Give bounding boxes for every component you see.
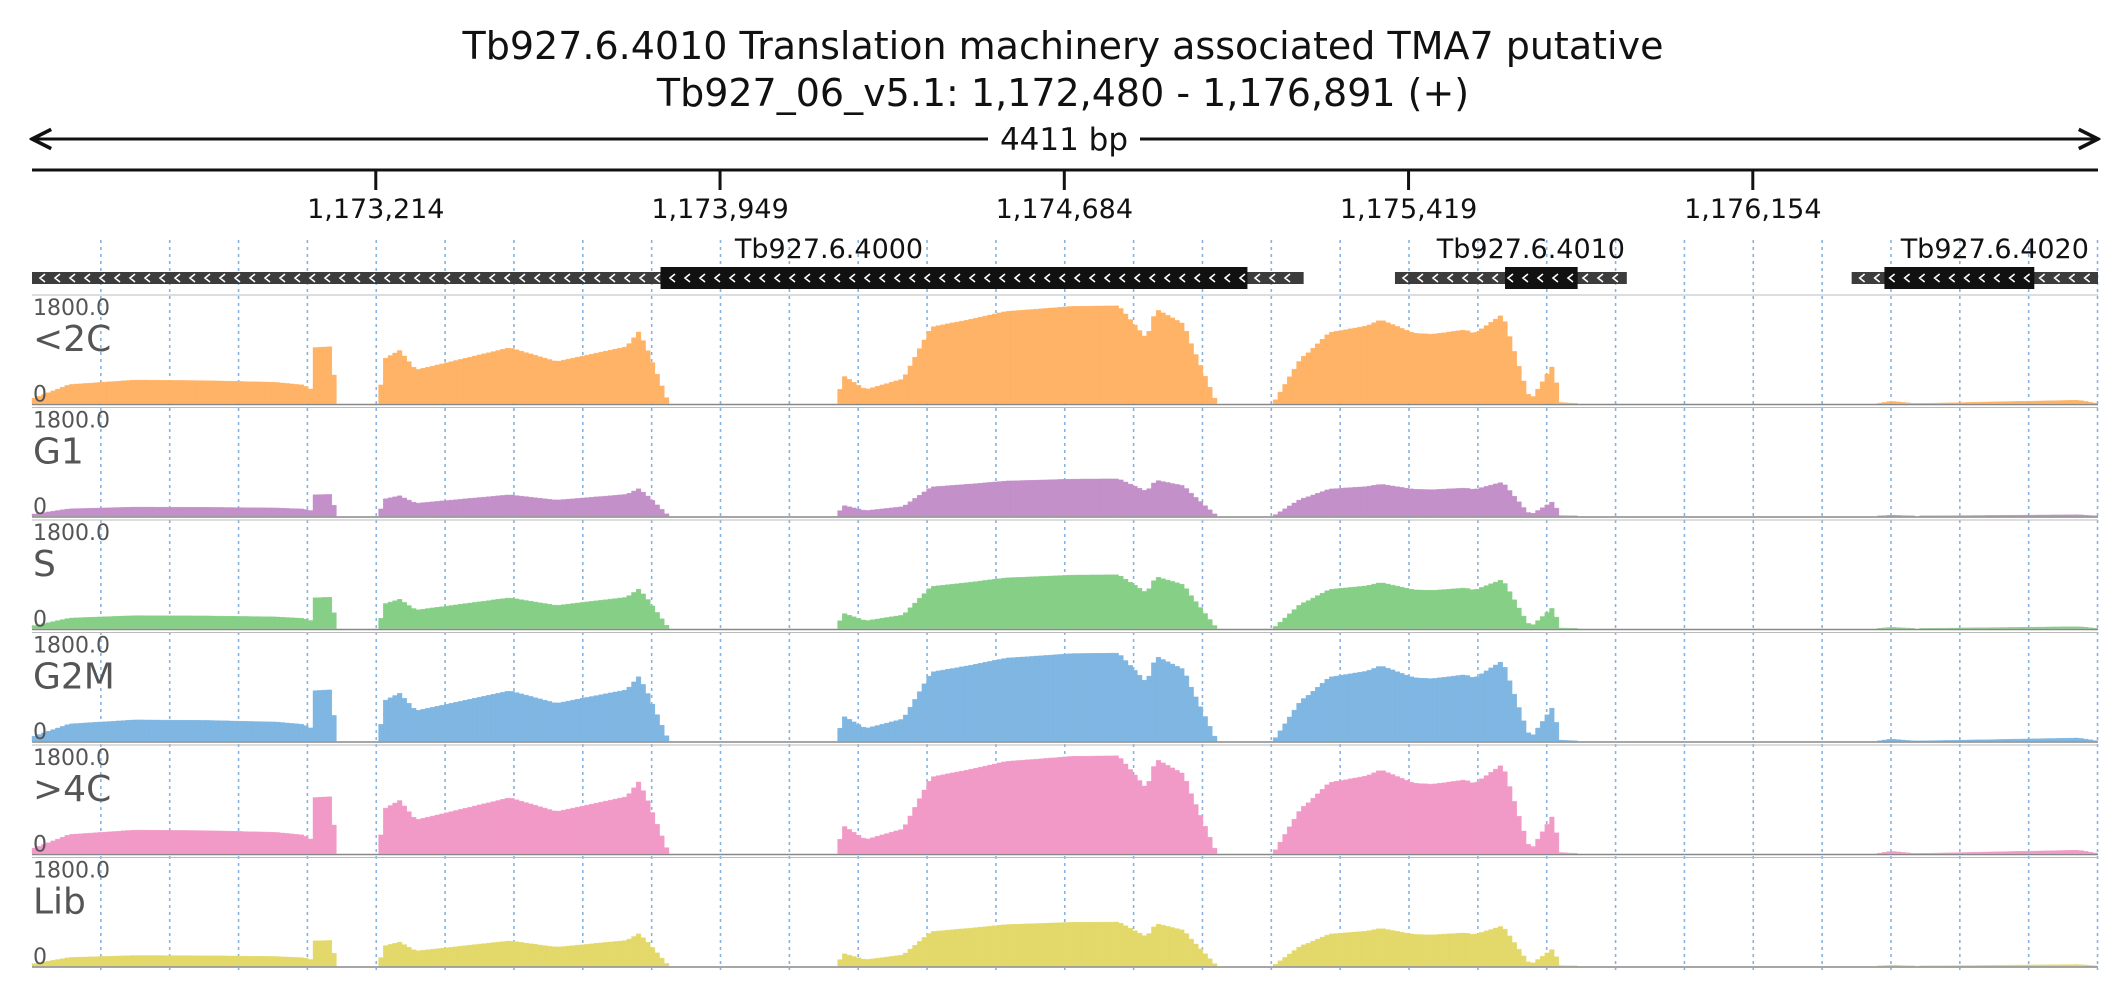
track-ymin-label: 0 <box>33 495 47 520</box>
chart-title: Tb927.6.4010 Translation machinery assoc… <box>462 24 1664 68</box>
track-2: 1800.0S 0 <box>31 519 2098 633</box>
track-ymax-label: 1800.0 <box>33 859 110 884</box>
chart-subtitle: Tb927_06_v5.1: 1,172,480 - 1,176,891 (+) <box>656 71 1470 115</box>
track-name: Lib <box>33 882 86 923</box>
track-ymax-label: 1800.0 <box>33 409 110 434</box>
axis-tick-label: 1,176,154 <box>1684 194 1821 225</box>
track-ymax-label: 1800.0 <box>33 634 110 659</box>
gene-label: Tb927.6.4000 <box>734 234 923 265</box>
strand-chevrons <box>38 273 1291 283</box>
gene-cds <box>1884 267 2035 289</box>
axis-tick-label: 1,173,949 <box>651 194 788 225</box>
track-name: S <box>33 544 56 585</box>
track-0: 1800.0<2C 0 <box>31 294 2098 408</box>
axis-tick-label: 1,175,419 <box>1340 194 1477 225</box>
coverage-area <box>31 921 2098 967</box>
coverage-area <box>31 755 2098 854</box>
gene-cds <box>1505 267 1578 289</box>
track-name: G1 <box>33 432 84 473</box>
track-ymin-label: 0 <box>33 833 47 858</box>
strand-chevrons <box>1858 273 2091 283</box>
track-ymin-label: 0 <box>33 945 47 970</box>
track-ymax-label: 1800.0 <box>33 746 110 771</box>
track-ymax-label: 1800.0 <box>33 521 110 546</box>
track-ymin-label: 0 <box>33 608 47 633</box>
strand-chevrons <box>1401 273 1619 283</box>
coverage-area <box>31 652 2098 742</box>
coverage-area <box>31 574 2098 629</box>
track-ymin-label: 0 <box>33 383 47 408</box>
span-indicator: 4411 bp <box>32 122 2098 158</box>
coverage-tracks: 1800.0<2C01800.0G101800.0S01800.0G2M0180… <box>31 294 2098 970</box>
genomic-axis: 1,173,214 1,173,949 1,174,684 1,175,419 1,17… <box>32 168 2098 225</box>
axis-tick-label: 1,173,214 <box>307 194 444 225</box>
track-ymax-label: 1800.0 <box>33 296 110 321</box>
axis-tick-label: 1,174,684 <box>996 194 1133 225</box>
span-label: 4411 bp <box>1000 122 1128 158</box>
gene-label: Tb927.6.4010 <box>1436 234 1625 265</box>
track-1: 1800.0G1 0 <box>31 407 2098 520</box>
coverage-area <box>31 478 2098 517</box>
track-4: 1800.0>4C 0 <box>31 744 2098 858</box>
gene-models: Tb927.6.4000 Tb927.6.4010 Tb927.6.4020 <box>32 234 2098 289</box>
track-ymin-label: 0 <box>33 720 47 745</box>
track-name: <2C <box>33 319 111 360</box>
track-name: >4C <box>33 769 111 810</box>
coverage-area <box>31 305 2098 404</box>
track-name: G2M <box>33 657 115 698</box>
gene-label: Tb927.6.4020 <box>1900 234 2089 265</box>
